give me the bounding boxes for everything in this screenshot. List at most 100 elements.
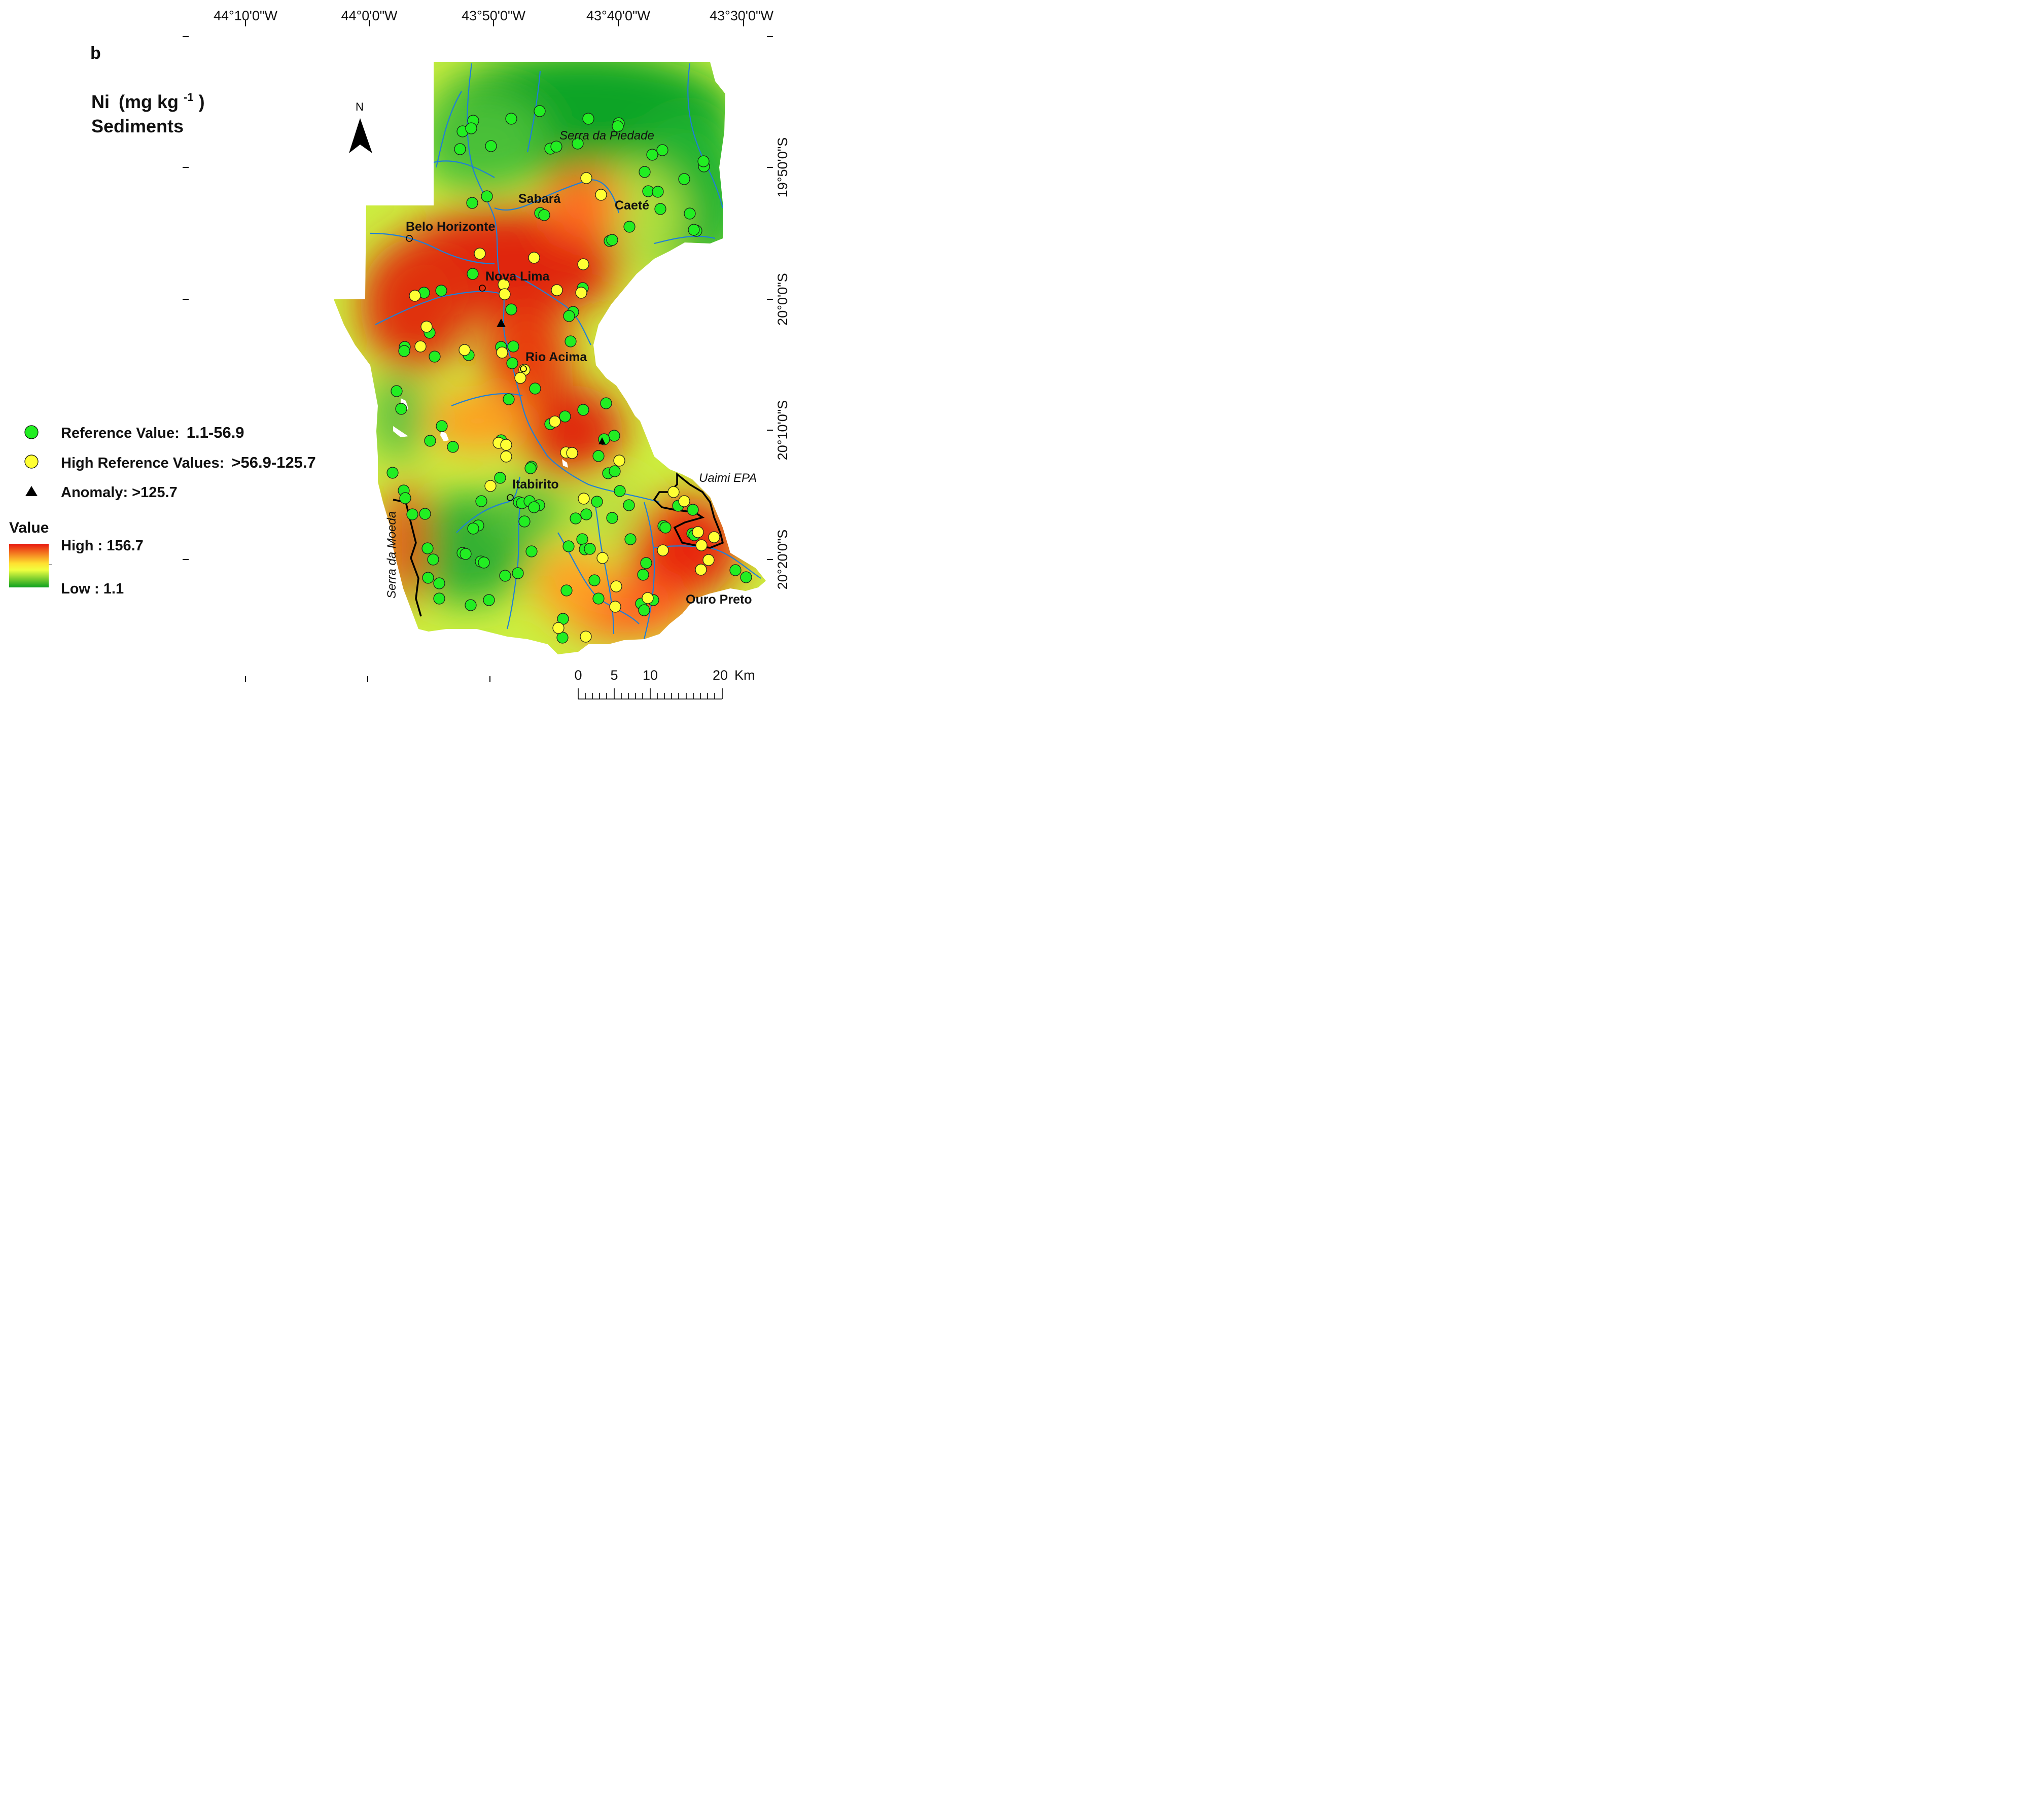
reference-sample-point — [638, 604, 650, 616]
high-reference-sample-point — [667, 486, 680, 498]
reference-sample-point — [534, 105, 546, 117]
yellow-circle-icon — [24, 454, 39, 469]
reference-sample-point — [624, 533, 637, 545]
reference-sample-point — [525, 545, 538, 557]
reference-sample-point — [637, 569, 649, 581]
title-unit-suffix: ) — [199, 91, 205, 112]
uaimi-epa-boundary — [653, 472, 724, 549]
reference-sample-point — [503, 393, 515, 405]
north-arrow-icon: N — [349, 100, 372, 153]
reference-sample-point — [419, 508, 431, 520]
high-reference-sample-point — [580, 631, 592, 643]
title-element: Ni — [91, 91, 110, 112]
high-reference-sample-point — [596, 552, 609, 564]
sample-points — [386, 105, 752, 644]
legend-high-value: High : 156.7 — [61, 538, 144, 554]
reference-sample-point — [609, 465, 621, 477]
reference-sample-point — [654, 203, 666, 215]
reference-sample-point — [584, 543, 596, 555]
reference-sample-point — [454, 143, 466, 155]
reference-sample-point — [606, 234, 618, 246]
high-reference-sample-point — [610, 580, 622, 592]
label-sabara: Sabará — [518, 192, 560, 206]
legend-low-value: Low : 1.1 — [61, 581, 124, 597]
scale-tick-20: 20 — [713, 668, 728, 683]
high-reference-sample-point — [613, 454, 625, 467]
reference-sample-point — [688, 224, 700, 236]
lat-label: 20°20'0"S — [775, 530, 790, 590]
high-reference-sample-point — [551, 284, 563, 296]
reference-sample-point — [623, 499, 635, 511]
reference-sample-point — [592, 450, 605, 462]
reference-sample-point — [386, 467, 399, 479]
high-reference-sample-point — [566, 447, 578, 459]
high-reference-sample-point — [459, 344, 471, 356]
reference-sample-point — [395, 403, 407, 415]
longitude-labels: 44°10'0"W 44°0'0"W 43°50'0"W 43°40'0"W 4… — [214, 8, 774, 23]
high-reference-sample-point — [528, 252, 540, 264]
reference-sample-point — [563, 310, 575, 322]
label-uaimi-epa: Uaimi EPA — [699, 471, 757, 485]
label-itabirito: Itabirito — [512, 477, 559, 492]
reference-sample-point — [422, 572, 434, 584]
reference-sample-point — [391, 385, 403, 397]
high-reference-sample-point — [514, 372, 526, 384]
high-reference-sample-point — [414, 340, 427, 353]
reference-sample-point — [560, 584, 573, 597]
protected-area-boundaries — [393, 472, 724, 617]
lon-label: 43°40'0"W — [586, 8, 651, 23]
anomaly-marker — [497, 319, 506, 327]
reference-sample-point — [646, 149, 658, 161]
reference-sample-point — [433, 592, 445, 605]
reference-sample-point — [740, 571, 752, 583]
reference-sample-point — [481, 190, 493, 202]
reference-sample-point — [678, 173, 690, 185]
high-reference-sample-point — [657, 544, 669, 556]
high-reference-sample-point — [580, 172, 592, 184]
reference-sample-point — [684, 207, 696, 220]
city-markers — [406, 235, 527, 501]
reference-sample-point — [512, 567, 524, 579]
high-reference-sample-point — [578, 493, 590, 505]
green-circle-icon — [24, 425, 39, 439]
reference-sample-point — [640, 557, 652, 569]
reference-sample-point — [623, 221, 636, 233]
scale-unit: Km — [734, 668, 755, 683]
reference-sample-point — [639, 166, 651, 178]
scale-tick-5: 5 — [610, 668, 618, 683]
high-reference-sample-point — [484, 480, 497, 492]
reference-sample-point — [399, 492, 411, 504]
reference-sample-point — [570, 512, 582, 525]
reference-sample-point — [518, 515, 531, 528]
place-labels: Sabará Caeté Belo Horizonte Nova Lima Ri… — [406, 192, 752, 607]
high-reference-sample-point — [496, 346, 508, 359]
reference-sample-point — [483, 594, 495, 606]
high-reference-sample-point — [609, 601, 621, 613]
reference-sample-point — [592, 592, 605, 605]
reference-sample-point — [465, 599, 477, 611]
label-nova-lima: Nova Lima — [485, 269, 550, 284]
high-reference-sample-point — [695, 564, 707, 576]
reference-sample-point — [505, 303, 517, 316]
reference-sample-point — [606, 512, 618, 524]
reference-sample-point — [580, 508, 592, 520]
reference-sample-point — [465, 122, 477, 134]
map-svg: Sabará Caeté Belo Horizonte Nova Lima Ri… — [9, 8, 790, 700]
latitude-labels: 19°50'0"S 20°0'0"S 20°10'0"S 20°20'0"S — [775, 137, 790, 590]
panel-letter: b — [90, 44, 101, 63]
reference-sample-point — [608, 430, 620, 442]
reference-sample-point — [499, 570, 511, 582]
reference-sample-point — [485, 140, 497, 152]
reference-sample-point — [494, 472, 506, 484]
legend-high-range: >56.9-125.7 — [231, 453, 315, 471]
high-reference-sample-point — [708, 531, 720, 543]
north-label: N — [356, 100, 364, 113]
reference-sample-point — [582, 113, 594, 125]
reference-sample-point — [506, 357, 518, 369]
reference-sample-point — [550, 141, 562, 153]
reference-sample-point — [466, 197, 478, 209]
reference-sample-point — [529, 382, 541, 395]
lon-label: 43°50'0"W — [462, 8, 526, 23]
reference-sample-point — [600, 397, 612, 409]
reference-sample-point — [475, 495, 487, 507]
